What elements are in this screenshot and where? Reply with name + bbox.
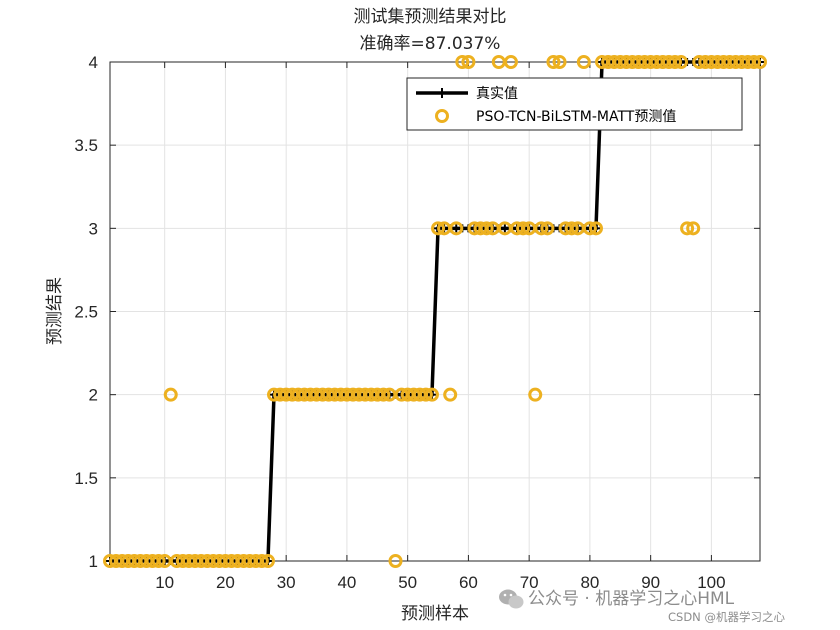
predicted-point: [753, 55, 767, 69]
predicted-point: [534, 221, 549, 236]
y-tick-label: 1.5: [74, 469, 98, 488]
series-predicted-values: [103, 55, 767, 568]
predicted-point: [667, 55, 682, 69]
predicted-point: [503, 55, 518, 69]
chart-title: 测试集预测结果对比: [354, 7, 507, 27]
x-tick-label: 80: [580, 573, 599, 592]
x-tick-label: 100: [697, 573, 725, 592]
predicted-point: [455, 55, 470, 69]
watermark-main: 公众号 · 机器学习之心HML: [528, 589, 735, 609]
y-tick-label: 3: [89, 219, 98, 238]
legend-label-true: 真实值: [476, 86, 518, 102]
predicted-point: [516, 221, 531, 236]
predicted-point: [680, 221, 695, 236]
y-tick-label: 2: [89, 386, 98, 405]
predicted-point: [552, 55, 567, 69]
predicted-point: [388, 554, 403, 568]
x-tick-label: 50: [398, 573, 417, 592]
watermark: 公众号 · 机器学习之心HML CSDN @机器学习之心: [499, 589, 785, 624]
predicted-point: [424, 387, 439, 402]
x-tick-label: 40: [337, 573, 356, 592]
predicted-point: [254, 554, 269, 568]
predicted-point: [564, 221, 579, 236]
ticks: 10 20 30 40 50 60 70 80 90 100 1 1.5 2 2.5 3 3.5 4: [74, 53, 760, 592]
predicted-point: [582, 221, 597, 236]
predicted-point: [588, 221, 603, 236]
legend-circle-swatch: [435, 109, 449, 123]
predicted-point: [431, 221, 446, 236]
x-tick-label: 30: [277, 573, 296, 592]
x-axis-label: 预测样本: [401, 604, 469, 624]
x-tick-label: 70: [520, 573, 539, 592]
y-tick-label: 2.5: [74, 303, 98, 322]
predicted-point: [443, 387, 458, 402]
predicted-point: [576, 55, 591, 69]
predicted-point: [449, 221, 464, 236]
wechat-icon: [499, 589, 524, 609]
predicted-point: [528, 387, 543, 402]
predicted-point: [479, 221, 494, 236]
predicted-point: [546, 55, 561, 69]
chart-subtitle: 准确率=87.037%: [360, 34, 501, 54]
y-axis-label: 预测结果: [45, 277, 65, 345]
legend-box: [406, 77, 743, 131]
predicted-point: [674, 55, 689, 69]
x-tick-label: 10: [155, 573, 174, 592]
predicted-point: [746, 55, 761, 69]
watermark-sub: CSDN @机器学习之心: [668, 610, 785, 624]
predicted-point: [418, 387, 433, 402]
predicted-point: [163, 387, 178, 402]
y-tick-label: 3.5: [74, 136, 98, 155]
x-tick-label: 20: [216, 573, 235, 592]
x-tick-label: 60: [459, 573, 478, 592]
predicted-point: [686, 221, 701, 236]
legend-label-pred: PSO-TCN-BiLSTM-MATT预测值: [476, 109, 676, 125]
predicted-point: [151, 554, 166, 568]
predicted-point: [540, 221, 555, 236]
x-tick-label: 90: [641, 573, 660, 592]
predicted-point: [260, 554, 275, 568]
y-tick-label: 1: [89, 552, 98, 571]
predicted-point: [461, 55, 476, 69]
legend: 真实值 PSO-TCN-BiLSTM-MATT预测值: [406, 77, 743, 131]
predicted-point: [376, 387, 391, 402]
y-tick-label: 4: [89, 53, 98, 72]
